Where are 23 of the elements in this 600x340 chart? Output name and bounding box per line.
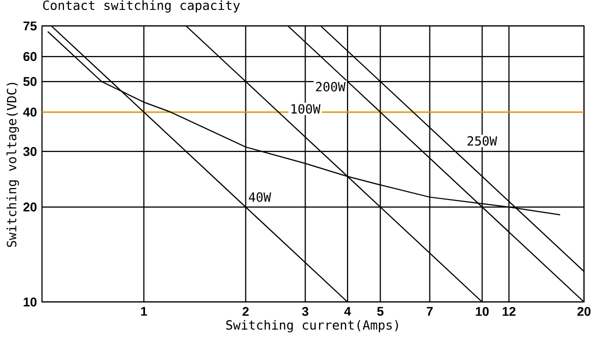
x-tick-label: 7 <box>426 306 433 316</box>
y-tick-label: 60 <box>23 52 37 62</box>
y-tick-label: 10 <box>24 297 37 306</box>
y-tick-label: 20 <box>23 202 37 212</box>
y-tick-label: 40 <box>23 108 37 117</box>
series-label: 250W <box>468 136 498 146</box>
x-tick-label: 12 <box>502 306 516 316</box>
x-tick-label: 2 <box>242 306 249 316</box>
y-tick-label: 50 <box>23 77 37 86</box>
y-axis-title: Switching voltage(VDC) <box>6 82 19 247</box>
x-tick-label: 3 <box>302 306 308 316</box>
chart-title: Contact switching capacity <box>43 0 240 13</box>
x-tick-label: 4 <box>344 306 351 316</box>
series-label: 100W <box>292 104 320 114</box>
x-tick-label: 5 <box>377 306 384 316</box>
x-axis-title: Switching current(Amps) <box>226 320 398 332</box>
x-tick-label: 10 <box>476 306 489 316</box>
series-label: 40W <box>248 192 272 202</box>
x-tick-label: 1 <box>141 306 148 316</box>
x-tick-label: 20 <box>577 306 591 316</box>
y-tick-label: 75 <box>24 22 37 30</box>
y-tick-label: 30 <box>23 146 37 156</box>
series-label: 200W <box>316 82 346 92</box>
